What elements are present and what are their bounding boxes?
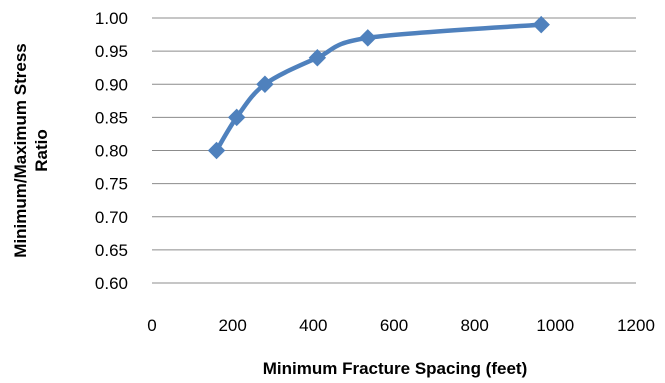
data-point-marker: [207, 141, 226, 160]
y-tick-label: 0.85: [95, 108, 128, 127]
data-markers: [207, 15, 550, 160]
x-tick-label: 1200: [617, 316, 655, 335]
y-tick-label: 0.80: [95, 142, 128, 161]
data-point-marker: [359, 29, 377, 47]
y-tick-label: 0.65: [95, 241, 128, 260]
x-tick-label: 800: [460, 316, 488, 335]
data-point-marker: [256, 75, 274, 93]
y-axis-title-line-2: Ratio: [32, 129, 51, 172]
x-tick-label: 400: [299, 316, 327, 335]
y-tick-label: 1.00: [95, 9, 128, 28]
y-tick-label: 0.75: [95, 175, 128, 194]
y-axis-tick-labels: 0.60 0.65 0.70 0.75 0.80 0.85 0.90 0.95 1.00: [95, 9, 128, 293]
x-axis-tick-labels: 0 200 400 600 800 1000 1200: [147, 316, 655, 335]
x-tick-label: 1000: [536, 316, 574, 335]
y-axis-title-line-1: Minimum/Maximum Stress: [11, 43, 30, 257]
x-axis-title: Minimum Fracture Spacing (feet): [263, 359, 527, 378]
y-tick-label: 0.70: [95, 208, 128, 227]
x-tick-label: 600: [380, 316, 408, 335]
data-point-marker: [227, 108, 246, 127]
y-tick-label: 0.90: [95, 75, 128, 94]
x-tick-label: 0: [147, 316, 156, 335]
x-tick-label: 200: [218, 316, 246, 335]
data-point-marker: [532, 15, 550, 34]
y-tick-label: 0.95: [95, 42, 128, 61]
data-point-marker: [308, 49, 327, 67]
y-tick-label: 0.60: [95, 274, 128, 293]
